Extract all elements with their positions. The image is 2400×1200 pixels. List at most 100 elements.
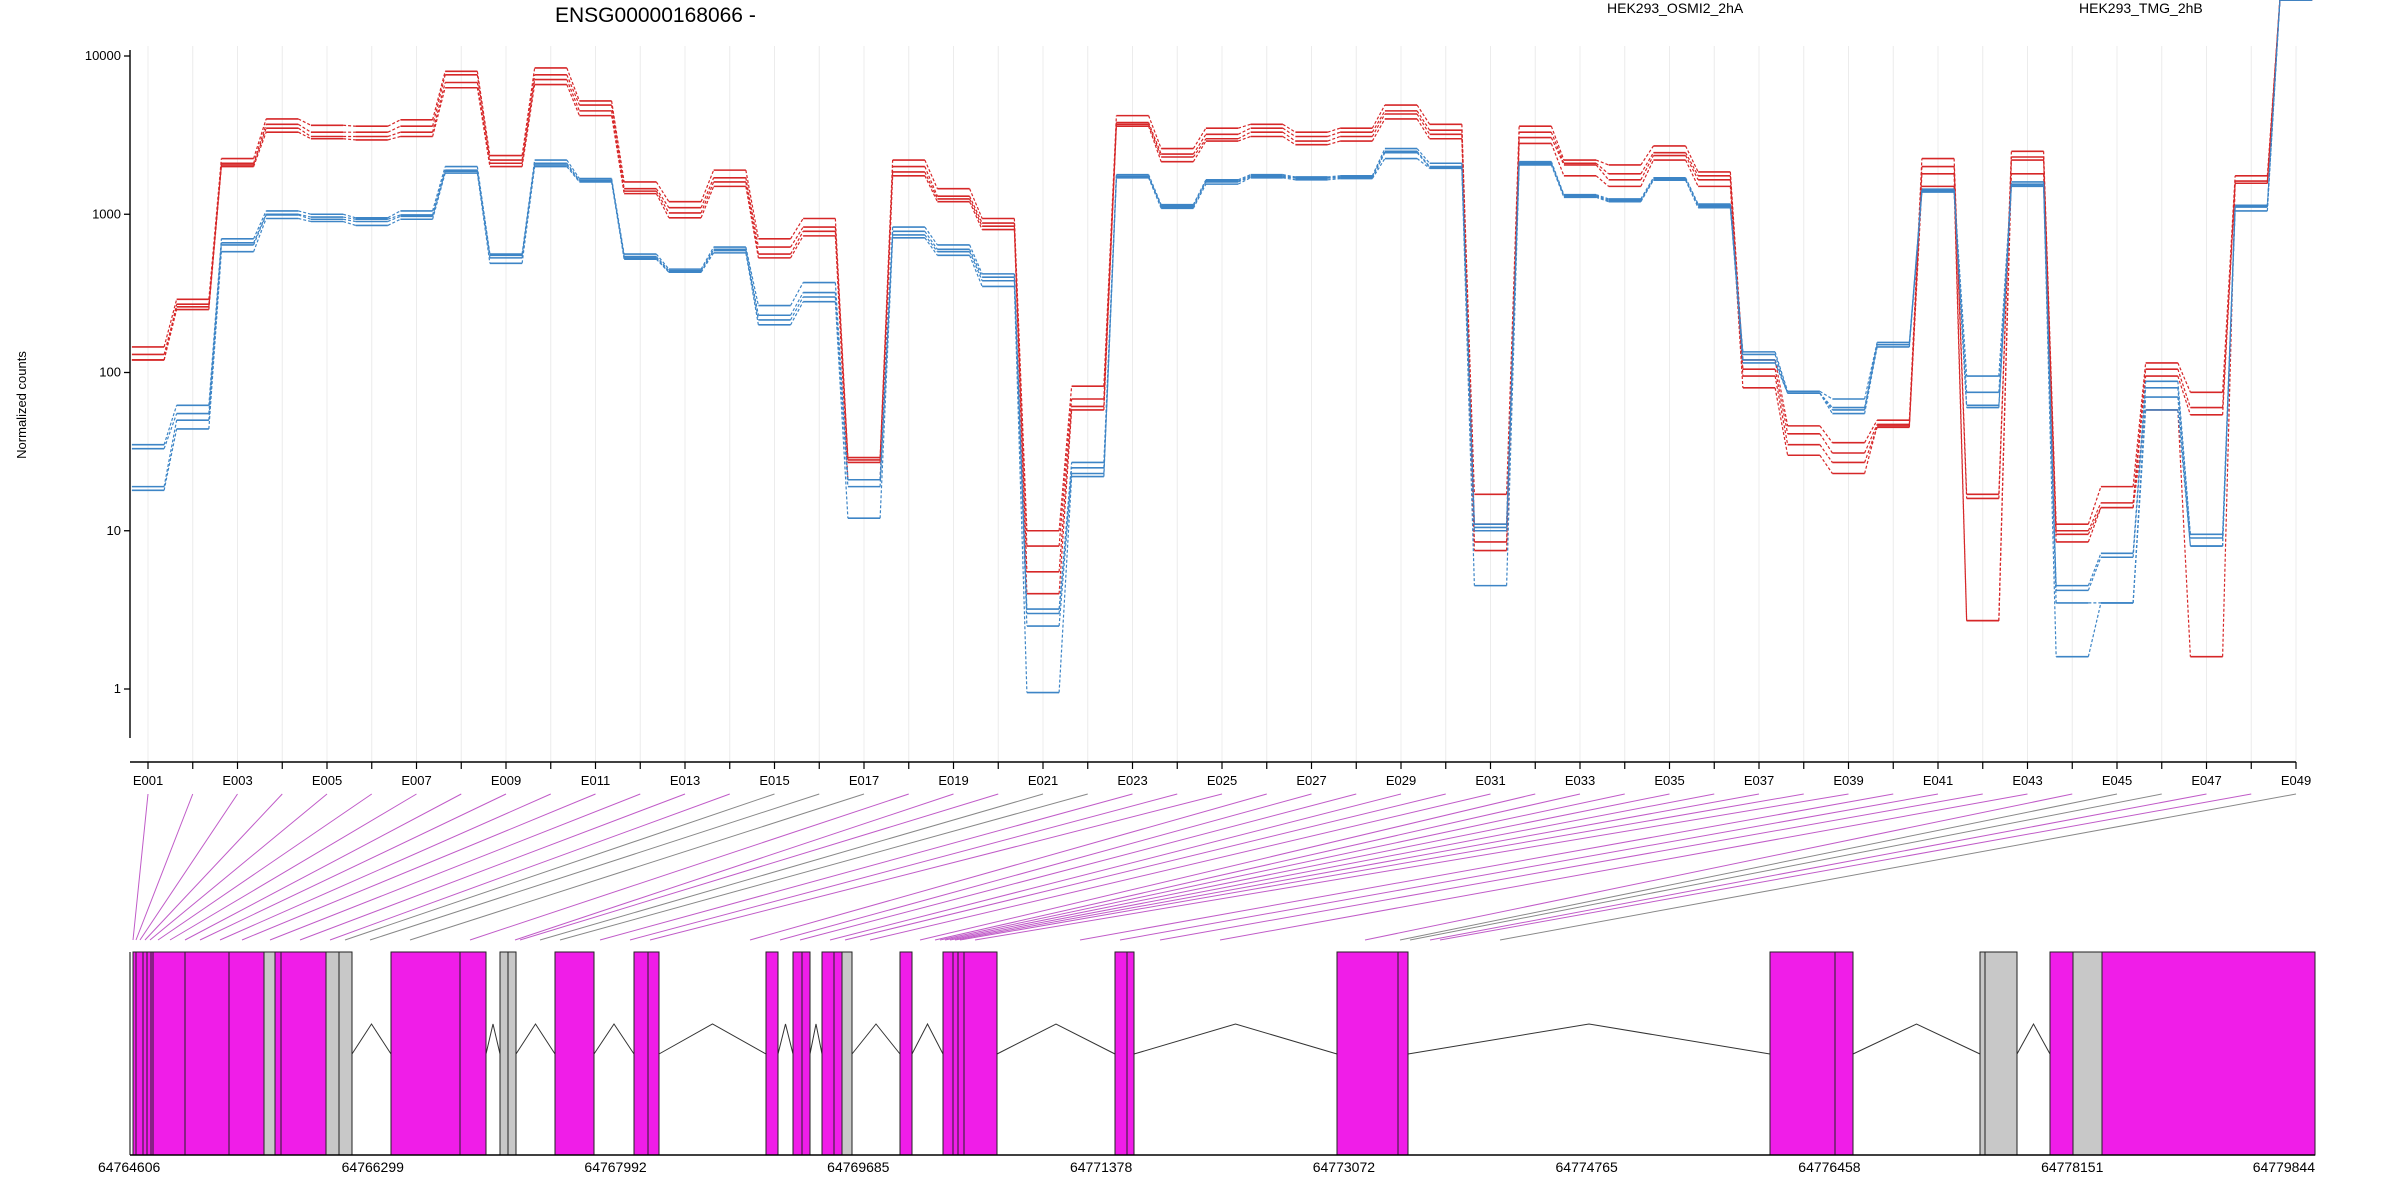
intron-line (911, 1022, 944, 1055)
series-connector (2043, 186, 2057, 657)
exon-connector-E023 (599, 793, 1133, 941)
series-connector (790, 282, 804, 306)
series-connector (432, 87, 446, 137)
y-tick-label: 10 (107, 523, 121, 538)
series-connector (655, 193, 670, 219)
exon-block (899, 951, 913, 1156)
series-connector (2222, 183, 2236, 657)
series-connector (611, 115, 625, 194)
series-connector (163, 428, 178, 491)
series-connector (1461, 167, 1475, 531)
series-connector (2043, 160, 2057, 535)
exon-connector-E048 (1439, 793, 2252, 941)
series-connector (1148, 124, 1162, 158)
series-connector (655, 258, 670, 273)
series-connector (1595, 195, 1609, 202)
series-connector (1819, 444, 1833, 463)
series-connector (163, 306, 178, 355)
series-connector (387, 125, 401, 133)
series-connector (2132, 387, 2147, 558)
x-tick-label: E037 (1744, 773, 1774, 788)
intron-line (351, 1023, 392, 1055)
series-connector (745, 170, 759, 239)
series-connector (1192, 127, 1207, 149)
exon-connector-E033 (934, 793, 1581, 941)
series-connector (1192, 133, 1207, 155)
series-connector (969, 251, 983, 281)
coordinate-label: 64764606 (98, 1159, 161, 1175)
series-connector (1864, 424, 1878, 454)
series-connector (745, 181, 759, 255)
exon-connector-E007 (169, 793, 417, 941)
series-connector (2132, 362, 2147, 487)
series-connector (566, 159, 580, 179)
coordinate-label: 64769685 (827, 1159, 890, 1175)
series-connector (253, 131, 267, 167)
exon-block (184, 951, 230, 1156)
series-connector (1685, 155, 1699, 181)
series-connector (1595, 196, 1609, 203)
exon-connector-E010 (219, 793, 551, 941)
x-axis: E001 E003 E005 E007 E009 E011 E013 E015 E017 E019… (130, 761, 2311, 788)
exon-block (228, 951, 265, 1156)
series-connector (387, 131, 401, 138)
exon-block (1336, 951, 1399, 1156)
exon-connector-E028 (799, 793, 1357, 941)
series-connector (1550, 126, 1565, 161)
exon-connector-E021 (539, 793, 1044, 941)
x-tick-label: E003 (222, 773, 252, 788)
series-connector (1416, 148, 1431, 164)
series-connector (1327, 175, 1341, 178)
series-connector (2222, 183, 2236, 415)
series-connector (253, 218, 267, 252)
series-connector (2177, 375, 2191, 416)
series-connector (1864, 346, 1878, 414)
series-connector (1506, 143, 1520, 551)
series-connector (1774, 375, 1789, 445)
intron-line (658, 1023, 767, 1055)
series-connector (1013, 223, 1028, 547)
series-connector (1237, 127, 1251, 135)
series-connector (611, 181, 625, 260)
series-connector (1058, 467, 1073, 614)
exon-block (633, 951, 649, 1156)
exon-connector-E018 (469, 793, 909, 941)
series-connector (566, 166, 580, 183)
exon-connector-E016 (369, 793, 820, 941)
series-connector (1192, 138, 1207, 158)
exon-block (142, 951, 148, 1156)
series-connector (1058, 476, 1073, 693)
series-connector (298, 127, 312, 137)
x-tick-label: E045 (2102, 773, 2132, 788)
series-connector (969, 188, 983, 219)
series-connector (566, 164, 580, 182)
series-connector (700, 169, 715, 202)
intron-line (851, 1023, 901, 1055)
series-connector (163, 413, 178, 449)
exon-block (942, 951, 954, 1156)
exon-block (1397, 951, 1409, 1156)
series-connector (208, 166, 222, 310)
exon-block (280, 951, 327, 1156)
series-connector (1058, 406, 1073, 572)
series-connector (1371, 104, 1386, 129)
series-connector (924, 159, 938, 189)
series-connector (1282, 135, 1296, 146)
exon-connector-E042 (1159, 793, 1983, 941)
series-connector (1148, 115, 1162, 149)
intron-line (515, 1023, 556, 1055)
x-tick-label: E027 (1296, 773, 1326, 788)
exon-connector-E003 (139, 793, 238, 941)
series-connector (1640, 179, 1654, 203)
series-connector (1819, 390, 1833, 400)
y-tick-label: 10000 (85, 48, 121, 63)
series-connector (253, 118, 267, 159)
series-connector (655, 181, 670, 203)
x-tick-label: E013 (670, 773, 700, 788)
series-connector (1774, 362, 1789, 394)
exon-connector-E027 (779, 793, 1312, 941)
series-connector (1282, 177, 1296, 181)
exon-connector-E026 (749, 793, 1267, 941)
series-connector (387, 135, 401, 141)
series-connector (1327, 140, 1341, 146)
